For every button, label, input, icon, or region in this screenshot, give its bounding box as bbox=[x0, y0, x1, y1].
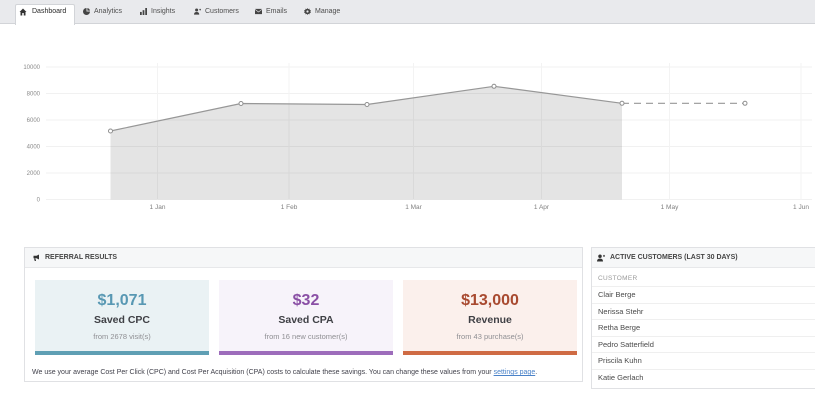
svg-text:1 Feb: 1 Feb bbox=[281, 204, 298, 211]
svg-text:4000: 4000 bbox=[27, 145, 41, 151]
svg-text:1 Apr: 1 Apr bbox=[534, 204, 550, 211]
svg-text:0: 0 bbox=[37, 198, 41, 204]
svg-text:6000: 6000 bbox=[27, 118, 41, 124]
svg-text:1 Jun: 1 Jun bbox=[793, 204, 809, 211]
svg-text:1 Jan: 1 Jan bbox=[150, 204, 166, 211]
svg-text:8000: 8000 bbox=[27, 92, 41, 98]
svg-text:1 May: 1 May bbox=[661, 204, 679, 211]
svg-text:1 Mar: 1 Mar bbox=[405, 204, 422, 211]
svg-text:10000: 10000 bbox=[23, 65, 40, 71]
svg-text:2000: 2000 bbox=[27, 171, 41, 177]
